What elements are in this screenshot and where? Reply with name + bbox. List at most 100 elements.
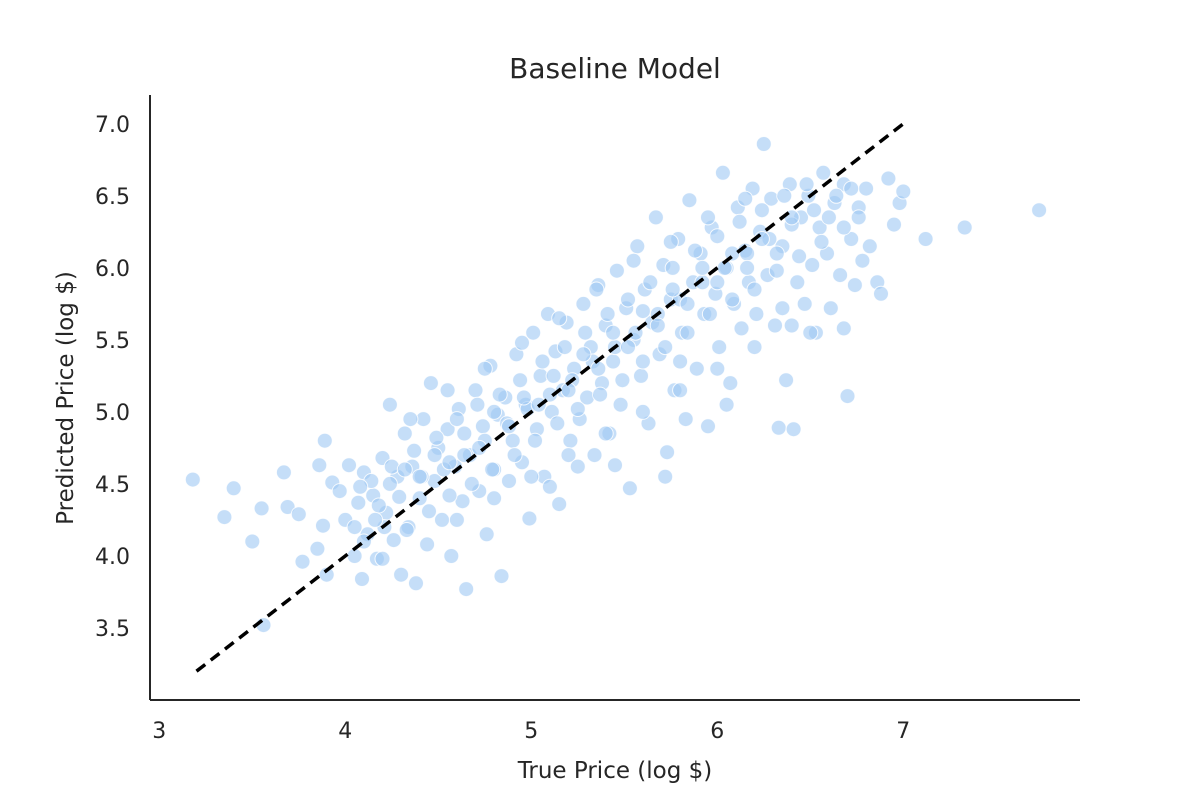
x-tick-label: 6 <box>710 719 724 744</box>
scatter-point-135 <box>789 274 806 291</box>
scatter-point-266 <box>476 360 493 377</box>
scatter-point-156 <box>873 285 889 302</box>
scatter-point-223 <box>776 187 793 204</box>
scatter-point-257 <box>694 259 711 276</box>
scatter-point-243 <box>486 403 503 420</box>
scatter-point-268 <box>551 310 568 327</box>
scatter-point-11 <box>311 457 328 474</box>
scatter-point-210 <box>679 324 696 341</box>
scatter-point-42 <box>434 511 450 528</box>
scatter-point-48 <box>458 581 475 598</box>
scatter-point-29 <box>385 532 402 549</box>
scatter-point-293 <box>374 550 391 567</box>
scatter-point-202 <box>620 291 636 308</box>
scatter-point-90 <box>621 480 638 497</box>
scatter-point-232 <box>843 180 860 197</box>
scatter-point-271 <box>662 233 679 250</box>
scatter-point-38 <box>419 536 436 553</box>
x-tick-labels: 3 4 5 6 7 <box>152 719 910 744</box>
scatter-point-164 <box>346 519 363 536</box>
scatter-point-174 <box>421 503 437 520</box>
scatter-point-195 <box>569 401 586 417</box>
scatter-point-44 <box>443 548 460 564</box>
scatter-point-292 <box>541 478 558 495</box>
scatter-point-231 <box>835 219 852 236</box>
scatter-point-233 <box>850 209 867 226</box>
y-tick-label: 6.5 <box>95 185 130 210</box>
scatter-point-120 <box>733 320 750 337</box>
scatter-point-290 <box>835 320 852 337</box>
scatter-point-57 <box>493 568 510 585</box>
scatter-point-241 <box>456 425 473 442</box>
scatter-point-196 <box>577 324 594 341</box>
scatter-point-97 <box>647 209 664 226</box>
scatter-point-146 <box>832 267 849 284</box>
scatter-point-7 <box>279 499 296 515</box>
scatter-point-153 <box>858 180 875 197</box>
scatter-point-14 <box>318 566 335 583</box>
scatter-point-204 <box>634 353 651 370</box>
scatter-point-170 <box>391 488 408 505</box>
y-tick-label: 6.0 <box>95 257 130 282</box>
scatter-point-117 <box>722 375 739 392</box>
scatter-point-284 <box>657 468 674 485</box>
scatter-point-18 <box>341 457 357 474</box>
scatter-point-169 <box>383 458 400 475</box>
scatter-point-59 <box>501 473 517 489</box>
scatter-point-39 <box>422 375 439 392</box>
scatter-point-285 <box>607 457 623 474</box>
scatter-point-184 <box>491 386 508 403</box>
scatter-point-249 <box>575 346 592 363</box>
scatter-point-129 <box>767 317 783 334</box>
scatter-point-239 <box>426 447 443 464</box>
scatter-point-111 <box>700 418 716 435</box>
scatter-point-28 <box>381 396 398 413</box>
scatter-point-115 <box>714 164 731 181</box>
scatter-point-16 <box>331 483 348 500</box>
scatter-point-86 <box>605 353 622 370</box>
scatter-point-181 <box>469 396 486 413</box>
scatter-point-124 <box>748 306 765 322</box>
scatter-point-60 <box>504 432 521 449</box>
scatter-point-75 <box>562 432 579 449</box>
scatter-point-190 <box>534 353 551 370</box>
scatter-point-9 <box>294 553 311 570</box>
scatter-point-192 <box>549 415 566 432</box>
scatter-point-281 <box>709 360 726 377</box>
x-tick-label: 7 <box>896 719 910 744</box>
scatter-point-244 <box>501 418 517 435</box>
scatter-point-149 <box>843 231 860 247</box>
scatter-point-291 <box>569 458 586 475</box>
scatter-point-12 <box>315 517 331 534</box>
scatter-point-254 <box>649 317 666 334</box>
scatter-point-255 <box>664 281 681 298</box>
scatter-point-216 <box>724 291 741 308</box>
scatter-point-163 <box>1031 202 1048 219</box>
x-axis-label: True Price (log $) <box>517 758 713 784</box>
scatter-point-289 <box>802 324 819 341</box>
scatter-point-189 <box>527 432 543 449</box>
scatter-point-65 <box>525 324 542 341</box>
scatter-point-264 <box>402 411 419 428</box>
scatter-point-152 <box>854 252 871 269</box>
scatter-point-191 <box>541 386 558 403</box>
scatter-point-252 <box>620 339 636 356</box>
scatter-point-213 <box>701 306 718 322</box>
scatter-point-227 <box>806 202 822 219</box>
scatter-point-230 <box>828 187 845 204</box>
scatter-point-20 <box>350 494 367 511</box>
scatter-point-88 <box>612 396 629 413</box>
scatter-point-105 <box>677 411 694 428</box>
y-axis-label: Predicted Price (log $) <box>53 271 79 525</box>
reference-line <box>195 122 905 673</box>
scatter-point-2 <box>225 480 242 497</box>
scatter-point-100 <box>659 444 676 461</box>
scatter-point-286 <box>672 353 689 370</box>
scatter-point-270 <box>625 252 642 269</box>
scatter-point-234 <box>352 478 369 495</box>
scatter-point-93 <box>633 367 649 384</box>
scatter-point-126 <box>755 136 772 152</box>
scatter-point-144 <box>822 300 839 317</box>
scatter-point-237 <box>396 461 413 478</box>
scatter-point-114 <box>711 339 728 356</box>
